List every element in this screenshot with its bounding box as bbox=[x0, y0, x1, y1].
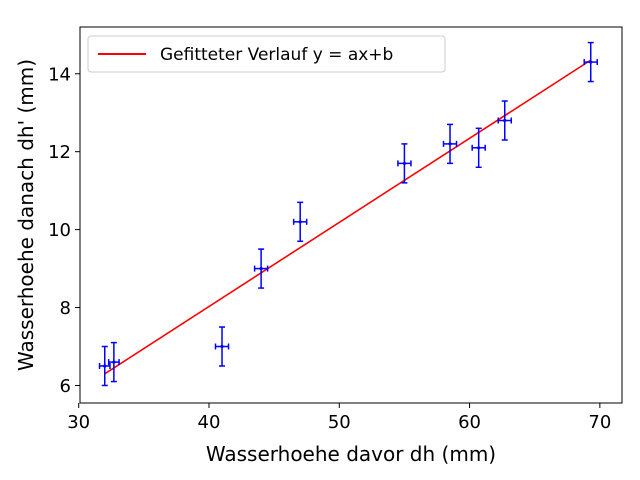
data-point bbox=[397, 143, 412, 184]
fit-line bbox=[104, 59, 592, 375]
data-point-marker bbox=[402, 161, 407, 165]
data-point-marker bbox=[477, 146, 481, 150]
data-point bbox=[497, 100, 513, 141]
x-tick-label: 40 bbox=[198, 412, 221, 433]
legend-box bbox=[87, 35, 446, 73]
data-point bbox=[583, 41, 598, 83]
plot-content bbox=[98, 41, 598, 387]
data-point bbox=[98, 345, 111, 387]
x-tick-label: 50 bbox=[328, 412, 351, 433]
y-tick-label: 6 bbox=[60, 376, 71, 397]
data-point bbox=[442, 123, 458, 165]
x-axis-ticks: 30 40 50 60 70 bbox=[67, 403, 611, 433]
data-point-marker bbox=[220, 344, 224, 349]
y-tick-label: 8 bbox=[60, 298, 71, 319]
data-point-marker bbox=[259, 266, 263, 271]
data-point bbox=[107, 341, 120, 383]
y-axis-ticks: 6 8 10 12 14 bbox=[48, 64, 80, 397]
data-point-marker bbox=[298, 220, 302, 224]
y-tick-label: 10 bbox=[48, 220, 71, 241]
legend: Gefitteter Verlauf y = ax+b bbox=[87, 35, 446, 73]
data-point-marker bbox=[589, 60, 593, 64]
data-point bbox=[292, 201, 308, 243]
x-tick-label: 70 bbox=[588, 412, 611, 433]
data-point bbox=[253, 248, 269, 289]
x-axis-label: Wasserhoehe davor dh (mm) bbox=[206, 442, 496, 466]
data-point bbox=[214, 326, 230, 367]
data-point-marker bbox=[103, 364, 107, 368]
y-axis-label: Wasserhoehe danach dh' (mm) bbox=[14, 59, 38, 371]
data-point-marker bbox=[112, 360, 116, 364]
plot-frame bbox=[79, 26, 623, 404]
x-tick-label: 60 bbox=[458, 412, 481, 433]
x-tick-label: 30 bbox=[67, 412, 90, 433]
y-tick-label: 14 bbox=[48, 64, 71, 85]
legend-fit-line-label: Gefitteter Verlauf y = ax+b bbox=[160, 45, 393, 65]
data-point-marker bbox=[448, 142, 452, 146]
y-tick-label: 12 bbox=[48, 142, 71, 163]
data-point-marker bbox=[503, 118, 507, 123]
data-point bbox=[471, 127, 486, 169]
